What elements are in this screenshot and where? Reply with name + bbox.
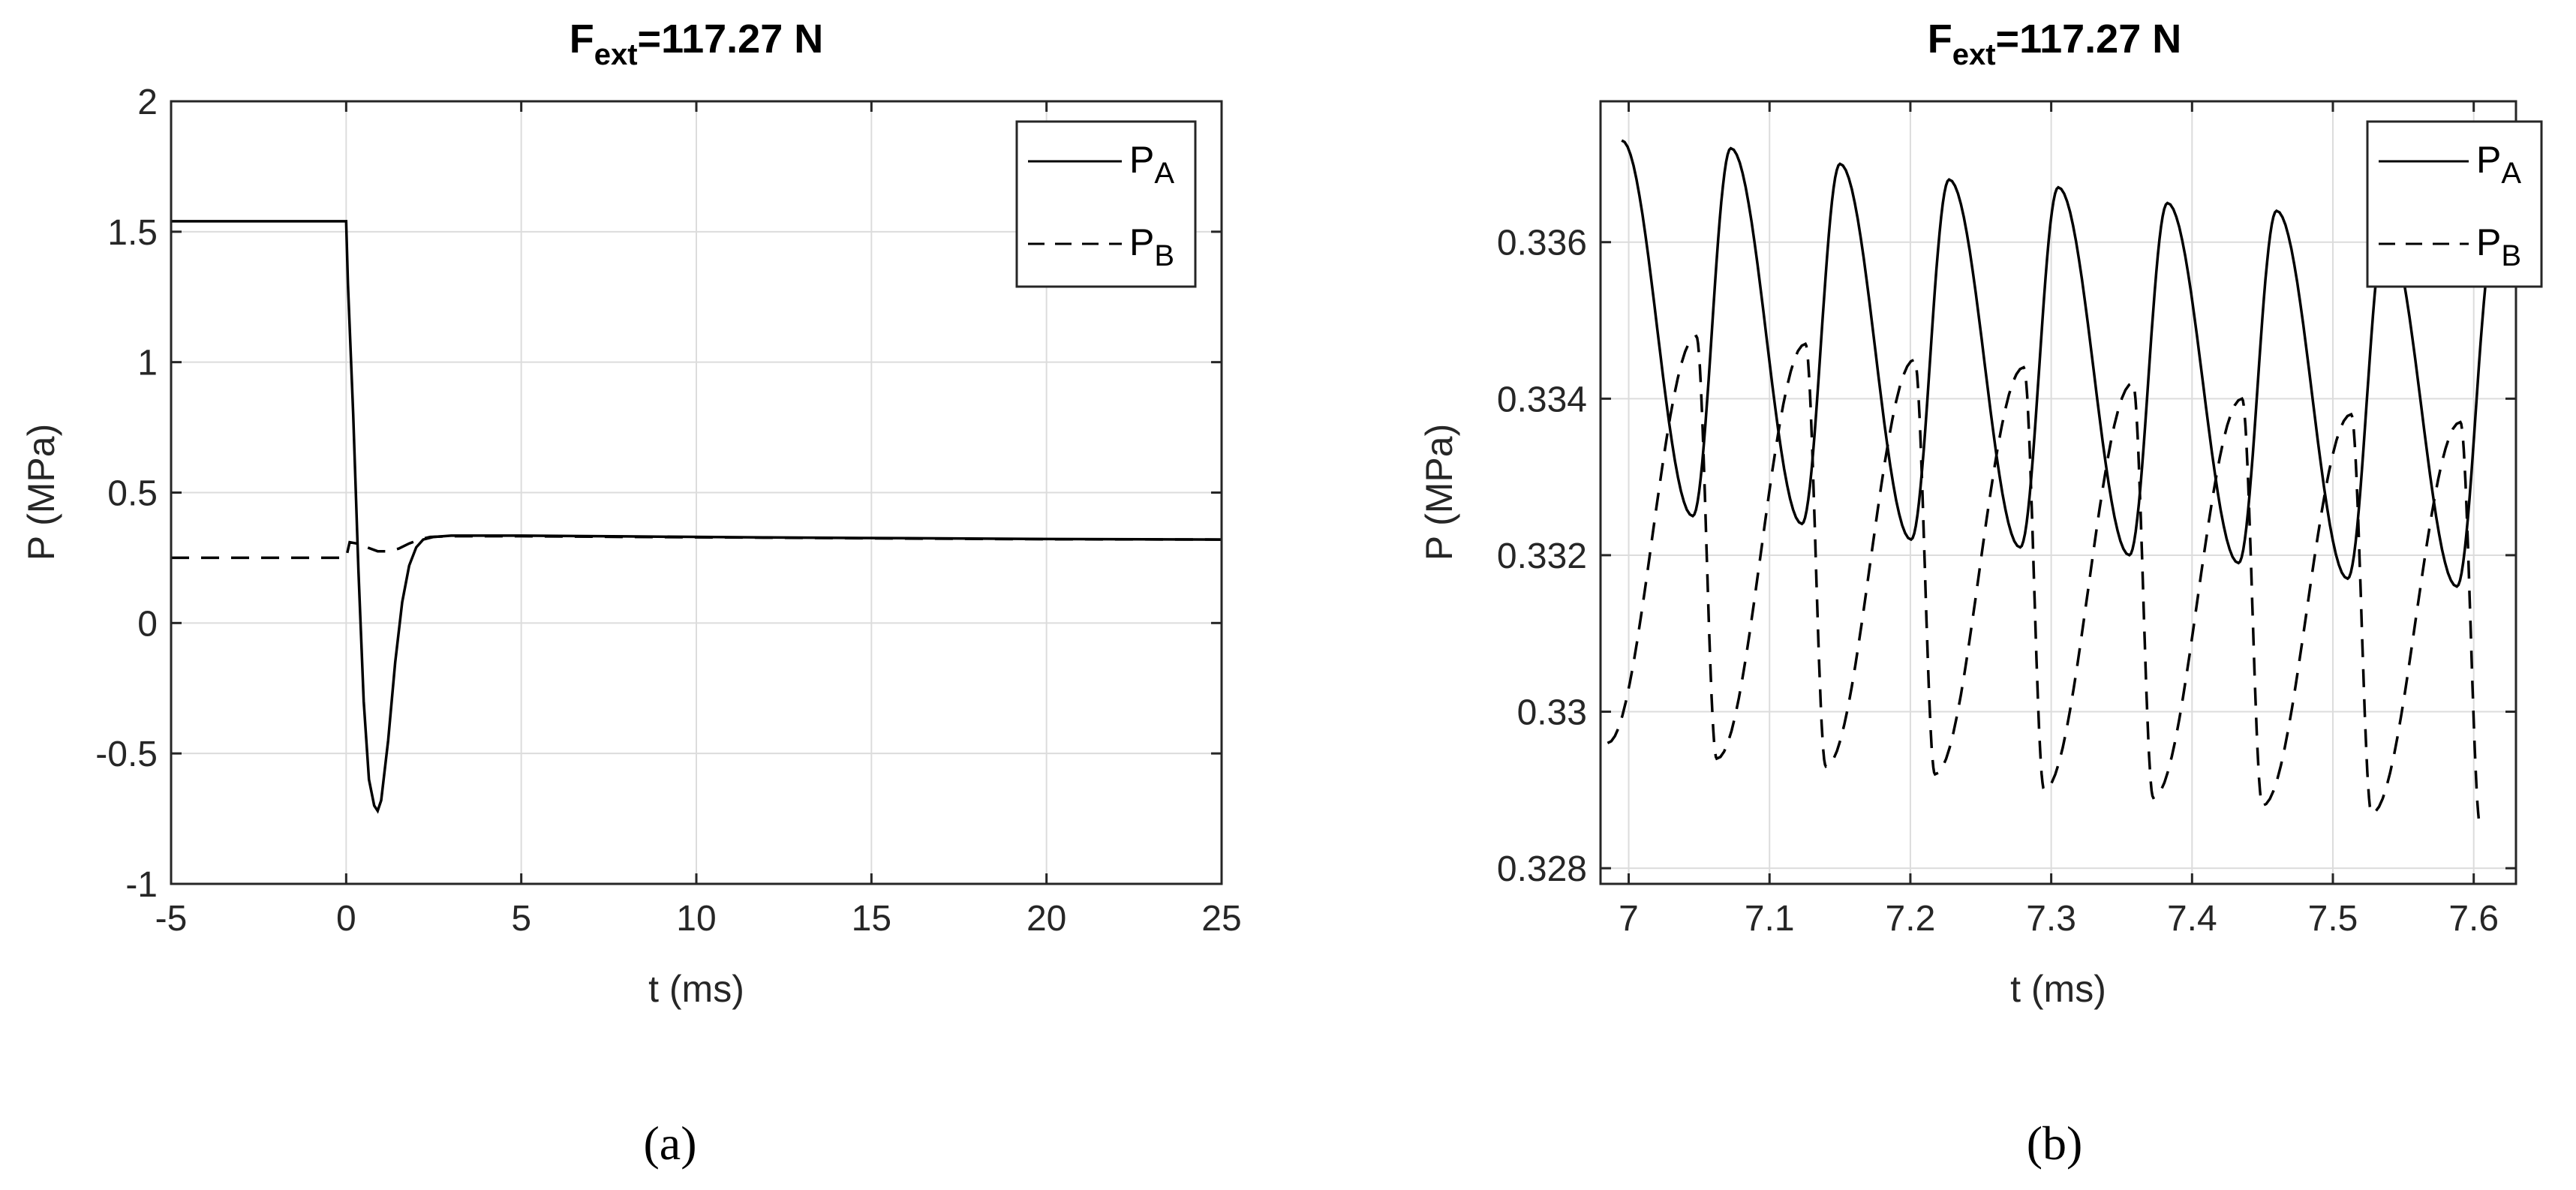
y-tick-label: 0.336 (1497, 224, 1587, 263)
grid-b (1601, 101, 2516, 884)
y-tick-label: 0.33 (1517, 693, 1587, 733)
title-a-rest: =117.27 N (638, 17, 824, 62)
ticks-b: 7 7.1 7.2 7.3 7.4 7.5 7.6 0.328 0.33 0.332 0.334 0.… (1497, 101, 2516, 939)
y-tick-label: 0.5 (107, 474, 158, 514)
legend-a: PA PB (1015, 120, 1197, 288)
x-axis-label-b: t (ms) (2010, 968, 2106, 1010)
x-tick-label: 25 (1201, 899, 1241, 939)
x-tick-label: 7.1 (1745, 899, 1795, 939)
x-tick-label: 7.4 (2167, 899, 2217, 939)
panel-a: Fext=117.27 N -5 0 5 10 15 20 25 -1 -0.5 0 0.5 1 1.5… (20, 17, 1242, 1170)
title-b-rest: =117.27 N (1996, 17, 2182, 62)
panel-label-a: (a) (643, 1116, 696, 1170)
y-tick-label: 0.334 (1497, 380, 1587, 419)
x-tick-label: 7.6 (2448, 899, 2499, 939)
x-tick-label: 7.5 (2308, 899, 2358, 939)
y-tick-label: 2 (137, 83, 158, 122)
x-tick-label: 10 (676, 899, 716, 939)
x-axis-label-a: t (ms) (648, 968, 744, 1010)
y-tick-label: -0.5 (95, 735, 158, 774)
y-tick-label: 0 (137, 604, 158, 644)
chart-title-a: Fext=117.27 N (570, 17, 824, 71)
y-tick-label: 1 (137, 344, 158, 383)
legend-box-b (2366, 120, 2543, 288)
series-line-pa-b (1621, 139, 2496, 588)
legend-label-pb-a: PB (1129, 221, 1174, 272)
series-line-pa-a (171, 220, 1222, 814)
chart-title-b: Fext=117.27 N (1928, 17, 2182, 71)
plot-frame-b (1599, 100, 2517, 885)
x-tick-label: -5 (155, 899, 188, 939)
series-line-pb-a (171, 534, 1222, 560)
series-b (1607, 139, 2496, 830)
plot-frame-a (170, 100, 1223, 885)
series-a (171, 220, 1222, 814)
x-tick-label: 5 (511, 899, 531, 939)
x-tick-label: 7.2 (1886, 899, 1936, 939)
title-b-base: F (1928, 17, 1952, 62)
title-b-sub: ext (1952, 38, 1996, 71)
y-tick-label: -1 (125, 865, 158, 905)
legend-label-pa-a: PA (1129, 139, 1174, 190)
title-a-sub: ext (594, 38, 638, 71)
legend-box-a (1015, 120, 1197, 288)
series-line-pb-b (1607, 334, 2482, 830)
panel-b: Fext=117.27 N 7 7.1 7.2 7.3 7.4 7.5 7.6 0.328 0.… (1418, 17, 2543, 1170)
x-tick-label: 7 (1619, 899, 1639, 939)
legend-b: PA PB (2366, 120, 2543, 288)
x-tick-label: 20 (1026, 899, 1066, 939)
y-tick-label: 0.332 (1497, 536, 1587, 576)
ticks-a: -5 0 5 10 15 20 25 -1 -0.5 0 0.5 1 1.5 2 (95, 83, 1241, 939)
x-tick-label: 0 (336, 899, 356, 939)
y-axis-label-a: P (MPa) (20, 424, 62, 560)
panel-label-b: (b) (2027, 1116, 2083, 1170)
x-tick-label: 7.3 (2026, 899, 2076, 939)
title-a-base: F (570, 17, 594, 62)
legend-label-pa-b: PA (2476, 139, 2521, 190)
y-tick-label: 0.328 (1497, 849, 1587, 889)
x-tick-label: 15 (852, 899, 891, 939)
y-axis-label-b: P (MPa) (1418, 424, 1460, 560)
y-tick-label: 1.5 (107, 213, 158, 253)
legend-label-pb-b: PB (2476, 221, 2521, 272)
